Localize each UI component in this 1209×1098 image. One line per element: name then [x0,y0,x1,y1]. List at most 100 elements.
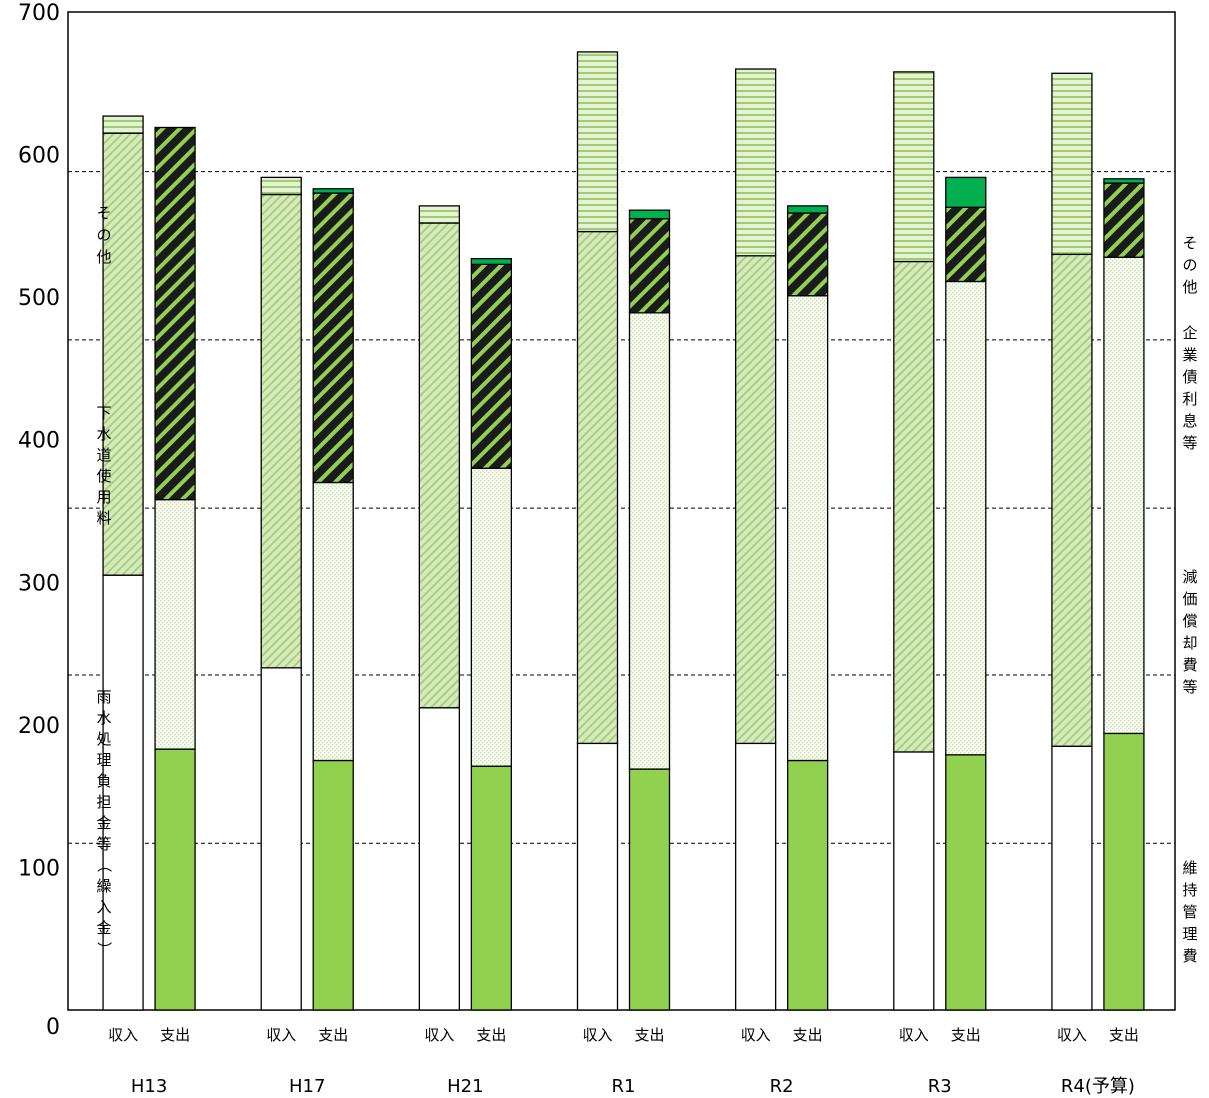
left-label-rainwater-char-3: 理 [96,751,111,769]
y-axis-ticks: 0 100 200 300 400 500 600 700 [18,1,60,1040]
expense-sublabel-3: 支出 [634,1026,664,1044]
expense-bar-R1-0 [628,768,671,1011]
right-label-depreciation-char-5: 等 [1182,678,1197,696]
income-bar-R1-2 [576,51,619,233]
right-label-interest-char-1: 業 [1182,346,1197,364]
left-label-rainwater-char-12: ） [95,941,113,956]
left-label-rainwater-char-0: 雨 [96,688,111,706]
income-bar-R3-0 [893,751,935,1011]
expense-sublabel-6: 支出 [1109,1026,1139,1044]
income-sublabel-2: 収入 [424,1026,454,1044]
expense-sublabel-5: 支出 [951,1026,981,1044]
income-bar-H21-0 [418,707,461,1011]
category-label-3: R1 [612,1076,636,1097]
left-label-rainwater-char-4: 負 [96,772,111,790]
left-label-other-char-0: そ [96,204,111,222]
bars [102,51,1145,1011]
income-sublabel-4: 収入 [741,1026,771,1044]
left-label-sewer-fee-char-1: 水 [96,425,111,443]
category-label-1: H17 [289,1076,325,1097]
plot-frame [67,11,1176,1011]
expense-bar-R1-1 [628,312,671,770]
left-label-rainwater-char-6: 金 [96,814,111,832]
income-bar-R3-1 [893,260,935,753]
income-bar-R2-2 [734,68,777,257]
y-tick-700: 700 [18,1,60,26]
expense-bar-R4(予算)-0 [1103,732,1145,1011]
income-bar-R4(予算)-0 [1051,745,1093,1011]
expense-sublabel-1: 支出 [318,1026,348,1044]
income-bar-R4(予算)-2 [1051,72,1093,256]
right-label-other-char-1: の [1182,256,1197,274]
expense-bar-R2-1 [786,295,829,762]
category-label-5: R3 [928,1076,952,1097]
left-label-rainwater-char-11: 金 [96,919,111,937]
income-bar-H21-2 [418,205,461,224]
right-label-interest-char-5: 等 [1182,434,1197,452]
income-bar-R3-2 [893,71,935,263]
left-label-sewer-fee-char-3: 使 [96,467,111,485]
expense-bar-R4(予算)-3 [1103,178,1145,184]
income-sublabel-0: 収入 [108,1026,138,1044]
expense-bar-H13-0 [154,748,196,1011]
expense-bar-H17-1 [312,481,354,762]
expense-bar-H21-3 [470,257,513,266]
left-label-other-char-2: 他 [96,248,111,266]
income-bar-H17-1 [260,193,302,669]
income-bar-R4(予算)-1 [1051,253,1093,747]
expense-bar-R3-3 [945,176,987,208]
expense-bar-R2-3 [786,205,829,214]
left-label-sewer-fee-char-5: 料 [96,509,111,527]
income-bar-H21-1 [418,222,461,709]
expense-bar-R4(予算)-2 [1103,182,1145,258]
right-label-maintenance-char-2: 管 [1182,903,1197,921]
y-tick-500: 500 [18,286,60,311]
income-sublabel-1: 収入 [266,1026,296,1044]
right-label-other-char-2: 他 [1182,278,1197,296]
expense-sublabel-0: 支出 [160,1026,190,1044]
income-sublabel-5: 収入 [899,1026,929,1044]
right-label-maintenance-char-3: 理 [1182,925,1197,943]
expense-bar-R1-2 [628,218,671,314]
y-tick-400: 400 [18,429,60,454]
income-bar-R1-0 [576,742,619,1011]
right-label-interest-char-0: 企 [1182,324,1197,342]
left-label-sewer-fee-char-2: 道 [96,446,111,464]
category-label-0: H13 [131,1076,167,1097]
expense-bar-H17-3 [312,188,354,194]
category-label-4: R2 [770,1076,794,1097]
reference-lines [68,171,1175,844]
right-label-interest-char-4: 息 [1182,412,1197,430]
expense-bar-R3-2 [945,206,987,283]
expense-sublabel-2: 支出 [476,1026,506,1044]
expense-bar-H13-2 [154,126,196,501]
right-label-other-char-0: そ [1182,234,1197,252]
right-label-maintenance-char-4: 費 [1182,947,1197,965]
income-bar-H17-2 [260,176,302,196]
right-label-depreciation-char-1: 価 [1182,590,1197,608]
expense-bar-H21-0 [470,765,513,1011]
left-label-other-char-1: の [96,226,111,244]
left-label-rainwater-char-1: 水 [96,709,111,727]
expense-bar-R1-3 [628,209,671,220]
y-tick-600: 600 [18,144,60,169]
left-label-rainwater-char-9: 繰 [96,877,111,895]
income-sublabel-3: 収入 [582,1026,612,1044]
left-label-other: その他 [96,204,111,266]
expense-bar-H13-1 [154,498,196,750]
left-label-rainwater-char-8: （ [95,857,113,872]
right-label-depreciation-char-2: 償 [1182,612,1197,630]
expense-bar-R4(予算)-1 [1103,256,1145,735]
left-label-rainwater-char-10: 入 [96,898,111,916]
y-tick-200: 200 [18,714,60,739]
expense-bar-H21-1 [470,467,513,767]
left-label-sewer-fee-char-0: 下 [96,404,111,422]
expense-bar-H17-0 [312,759,354,1011]
